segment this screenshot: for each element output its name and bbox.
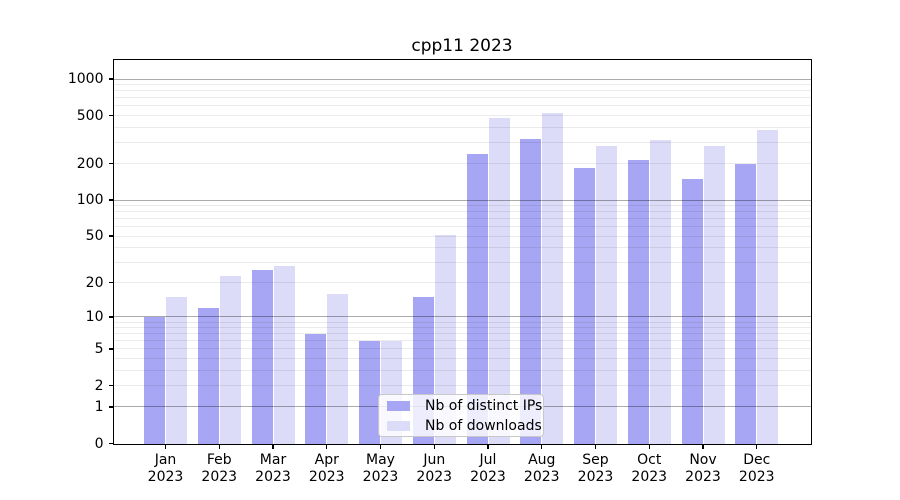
bar-distinct-ips (251, 269, 273, 444)
bar-downloads (219, 275, 241, 444)
x-tick-label: Jun 2023 (416, 451, 453, 485)
x-tick-label: May 2023 (362, 451, 399, 485)
x-tick-mark (702, 443, 704, 449)
x-tick-mark (272, 443, 274, 449)
x-tick-label: Oct 2023 (631, 451, 668, 485)
plot-area: 1000 500 200 100 50 20 10 5 2 1 0 Jan 2023 Feb 2023 Mar… (68, 59, 812, 485)
x-tick-mark (379, 443, 382, 449)
legend-label: Nb of distinct IPs (425, 397, 543, 414)
x-tick-mark (648, 443, 650, 449)
x-tick-mark (594, 443, 597, 449)
legend-swatch-downloads (387, 420, 410, 431)
x-tick-mark (433, 443, 435, 449)
bar-distinct-ips (305, 333, 327, 444)
bar-distinct-ips (466, 154, 488, 444)
bar-distinct-ips (735, 163, 757, 444)
bar-downloads (273, 265, 295, 444)
bar-distinct-ips (144, 317, 165, 444)
x-tick-mark (487, 443, 489, 449)
bar-downloads (166, 297, 187, 444)
legend-swatch-distinct-ips (387, 400, 410, 411)
bar-downloads (434, 235, 456, 444)
legend: Nb of distinct IPs Nb of downloads (378, 394, 544, 437)
y-tick-label: 500 (76, 107, 104, 124)
bar-downloads (757, 129, 779, 444)
y-tick-label: 1000 (67, 71, 104, 87)
bar-downloads (327, 294, 349, 444)
x-tick-mark (218, 443, 220, 449)
bar-downloads (649, 139, 671, 444)
bar-distinct-ips (681, 178, 703, 444)
bar-downloads (488, 117, 510, 444)
x-tick-label: Jan 2023 (147, 451, 184, 485)
x-tick-label: Dec 2023 (738, 451, 775, 485)
x-tick-label: Jul 2023 (470, 451, 506, 485)
bar-distinct-ips (197, 308, 219, 444)
y-tick-label: 10 (85, 308, 104, 325)
y-tick-label: 100 (76, 192, 104, 208)
x-tick-label: Feb 2023 (201, 451, 238, 485)
x-tick-label: Mar 2023 (255, 451, 291, 485)
x-tick-label: Aug 2023 (523, 451, 560, 485)
y-tick-label: 20 (85, 274, 104, 291)
bar-distinct-ips (520, 139, 542, 444)
chart-title: cpp11 2023 (411, 36, 513, 56)
y-tick-label: 200 (76, 155, 104, 172)
y-tick-label: 5 (94, 340, 104, 357)
legend-item-downloads: Nb of downloads (379, 417, 543, 435)
x-tick-mark (756, 443, 758, 449)
x-tick-mark (326, 443, 328, 449)
y-tick-label: 0 (94, 435, 104, 452)
legend-label: Nb of downloads (425, 417, 542, 434)
bar-distinct-ips (359, 340, 380, 444)
x-tick-label: Nov 2023 (685, 451, 721, 485)
x-tick-label: Sep 2023 (577, 451, 614, 485)
x-tick-mark (164, 443, 167, 449)
bar-distinct-ips (627, 159, 649, 444)
bar-distinct-ips (574, 167, 595, 444)
bar-downloads (703, 146, 725, 444)
x-tick-label: Apr 2023 (308, 451, 345, 485)
bar-downloads (542, 113, 564, 444)
y-tick-label: 50 (85, 228, 104, 245)
y-tick-label: 2 (94, 377, 104, 394)
x-tick-mark (541, 443, 543, 449)
legend-item-distinct-ips: Nb of distinct IPs (379, 397, 543, 415)
y-tick-label: 1 (94, 398, 104, 415)
bars-layer (114, 60, 811, 444)
bar-downloads (596, 146, 617, 444)
